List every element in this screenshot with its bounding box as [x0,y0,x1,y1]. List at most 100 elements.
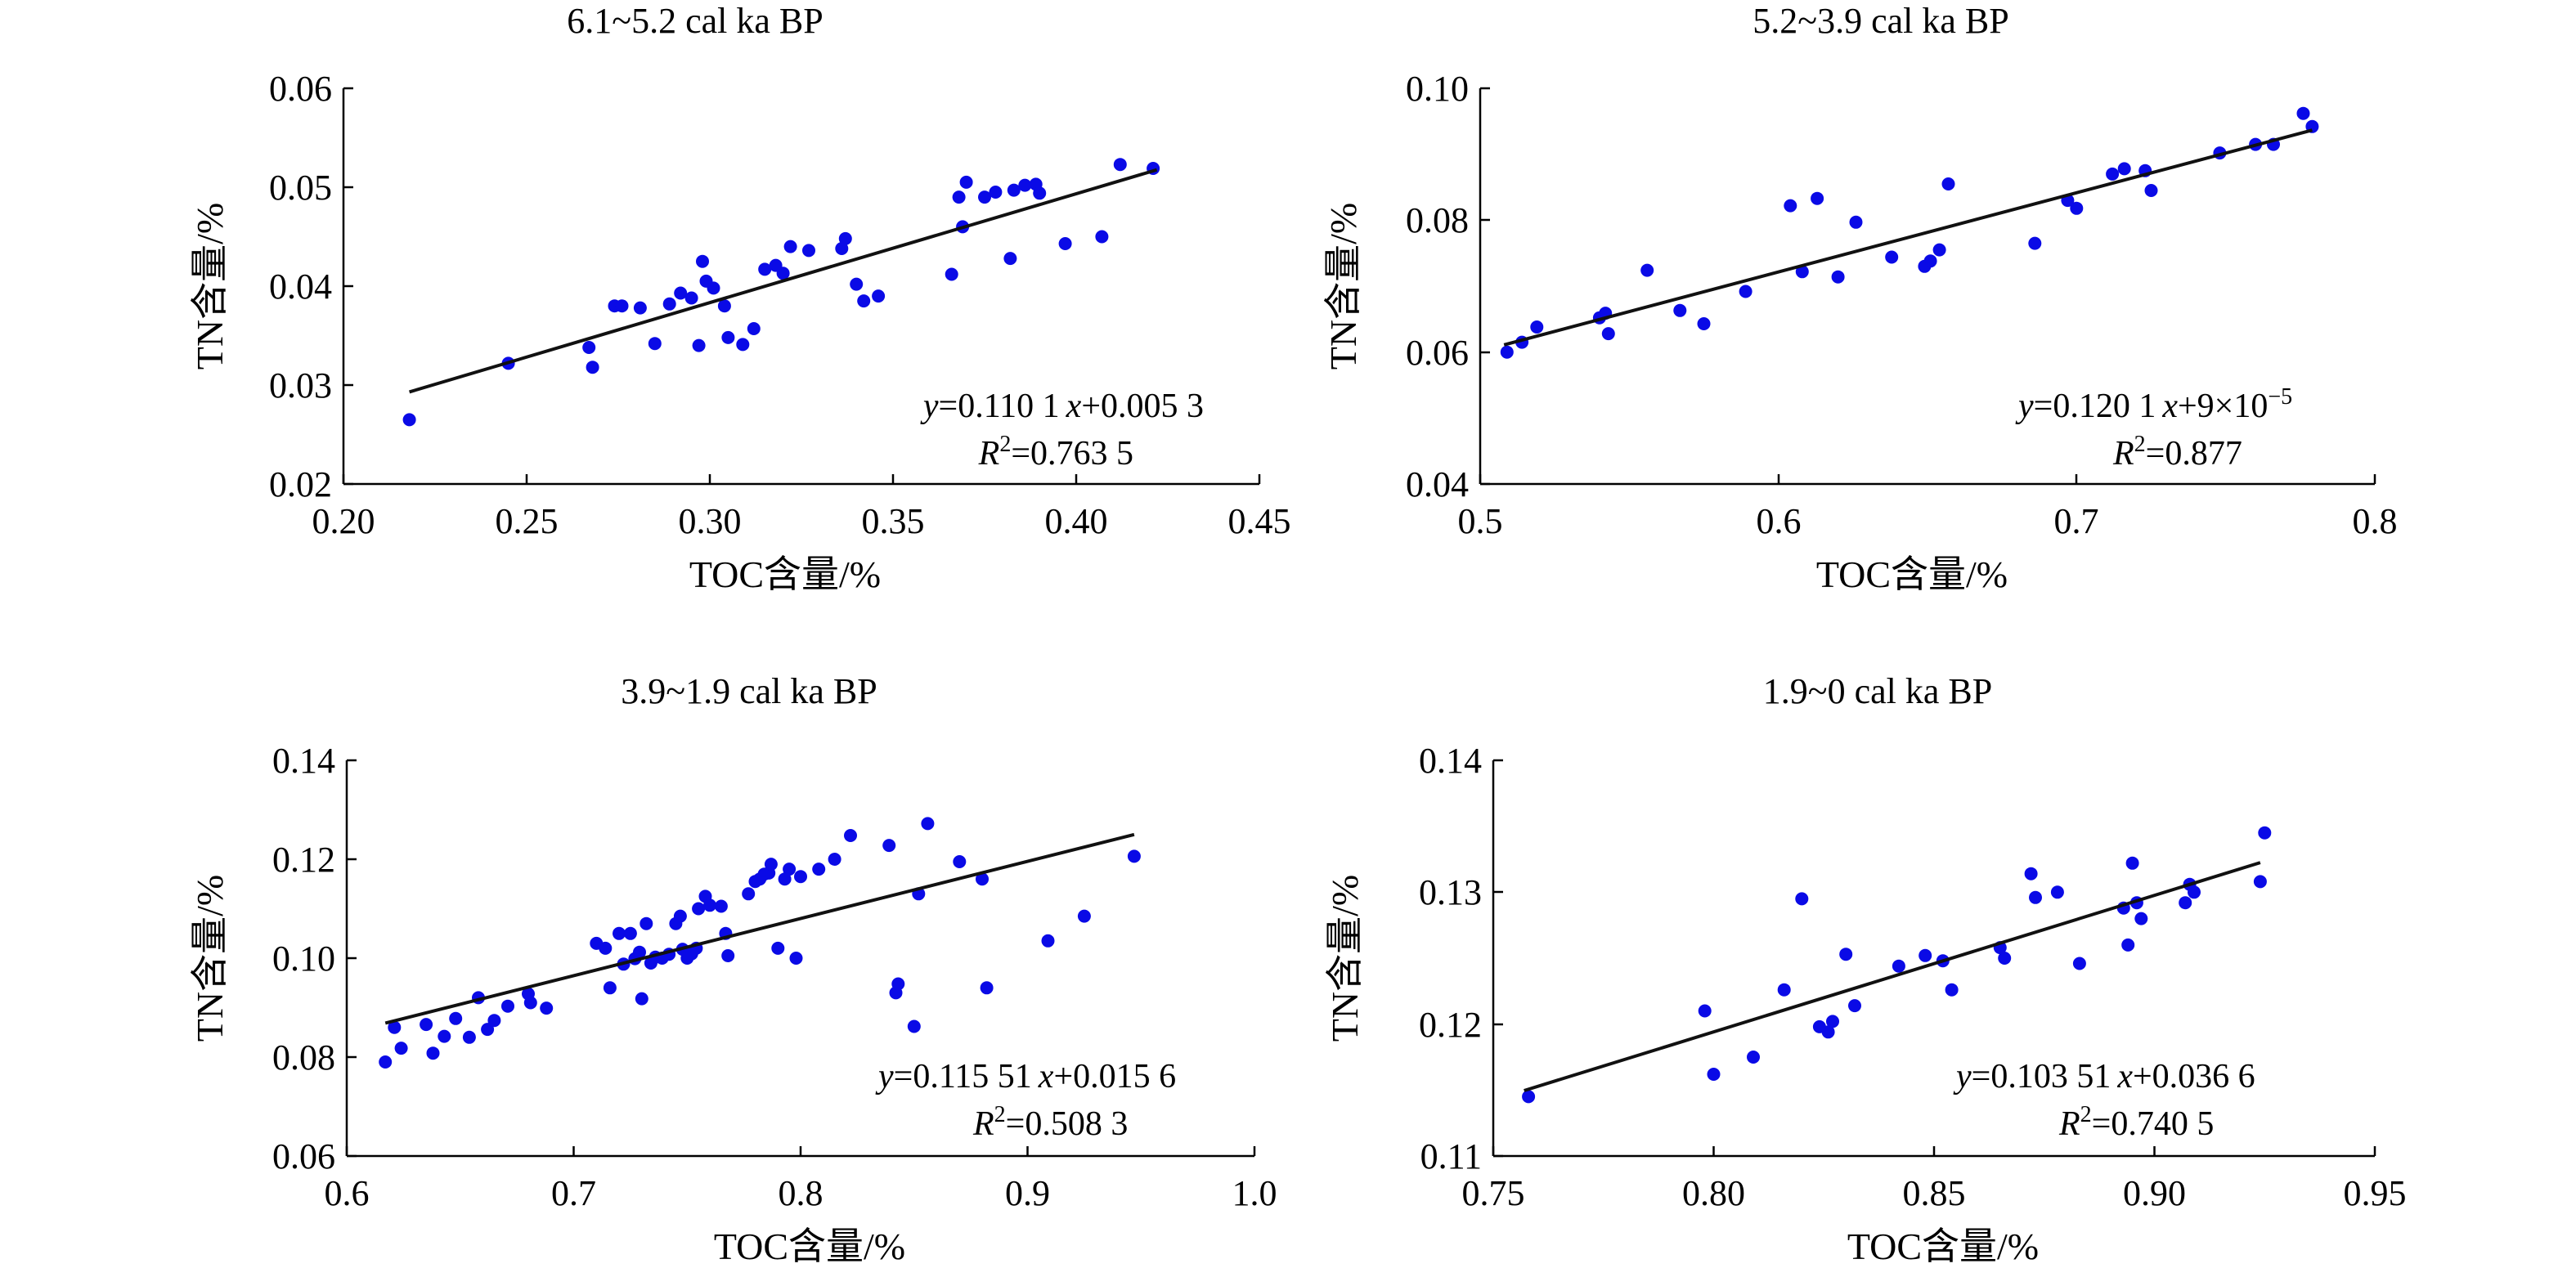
data-point [1601,327,1615,341]
data-point [462,1030,476,1044]
x-tick-label: 0.45 [1228,501,1291,541]
x-axis-label: TOC含量/% [1847,1225,2039,1267]
data-point [882,839,896,853]
y-axis-label: TN含量/% [1322,203,1364,370]
data-point [978,190,991,204]
data-point [2134,912,2148,925]
data-point [1095,230,1109,244]
panel-title: 5.2~3.9 cal ka BP [1752,1,2008,41]
data-point [2121,938,2135,952]
data-point [1892,959,1905,973]
y-tick-label: 0.02 [269,464,332,504]
data-point [907,1019,921,1033]
y-tick-label: 0.04 [269,267,332,307]
plot-area [402,158,1160,427]
data-point [1033,186,1047,200]
data-point [2072,957,2086,970]
data-point [828,853,841,866]
r-squared: R2=0.877 [2112,432,2242,473]
data-point [891,977,905,991]
data-point [2125,856,2139,870]
data-point [1673,303,1687,317]
data-point [2188,885,2201,899]
regression-equation: y=0.110 1 x+0.005 3 [920,388,1204,425]
data-point [2050,885,2064,899]
y-tick-label: 0.03 [269,365,332,406]
panel-top-left: 6.1~5.2 cal ka BP 0.06 0.05 0.04 0.03 0.… [189,1,1291,595]
data-point [673,909,687,923]
data-point [764,858,778,871]
data-point [1941,177,1955,190]
data-point [1698,1004,1712,1018]
data-point [635,992,648,1006]
data-point [402,413,416,427]
data-point [717,299,731,313]
y-tick-label: 0.06 [1406,333,1469,373]
data-point [721,330,735,344]
data-point [953,855,967,868]
plot-area [379,817,1141,1069]
y-axis-label: TN含量/% [189,875,231,1042]
data-point [707,281,720,295]
data-point [1795,892,1809,906]
y-tick-label: 0.12 [272,840,335,880]
plot-area [1500,106,2319,359]
x-tick-label: 1.0 [1232,1173,1277,1213]
regression-equation: y=0.115 51 x+0.015 6 [875,1058,1176,1096]
data-point [1530,320,1544,334]
data-point [980,981,994,995]
data-point [1849,215,1863,229]
data-point [844,829,857,842]
x-tick-label: 0.8 [2353,501,2398,541]
x-axis-label: TOC含量/% [714,1225,905,1267]
data-point [633,301,647,315]
y-tick-label: 0.14 [1419,741,1482,781]
data-point [1923,254,1937,268]
data-point [989,186,1003,199]
x-axis-label: TOC含量/% [689,553,881,595]
data-point [1707,1068,1721,1081]
data-point [1784,199,1797,213]
r-squared: R2=0.740 5 [2058,1102,2214,1143]
data-point [1811,191,1824,205]
data-point [742,887,756,901]
y-axis: 0.10 0.08 0.06 0.04 [1406,69,1490,504]
data-point [703,898,716,912]
data-point [802,244,815,258]
regression-equation: y=0.120 1 x+9×10−5 [2015,384,2292,425]
panel-title: 3.9~1.9 cal ka BP [621,671,877,711]
data-point [872,289,886,303]
data-point [420,1018,433,1032]
data-point [783,240,797,253]
y-axis: 0.06 0.05 0.04 0.03 0.02 [269,69,353,504]
x-tick-label: 0.20 [312,501,375,541]
data-point [623,926,637,940]
data-point [1747,1051,1760,1064]
data-point [2028,236,2042,250]
data-point [1848,999,1861,1013]
data-point [662,297,676,311]
panel-bottom-right: 1.9~0 cal ka BP 0.14 0.13 0.12 0.11 0.75… [1324,671,2407,1267]
data-point [1018,178,1032,192]
data-point [1077,909,1091,923]
data-point [1777,983,1791,997]
data-point [1919,948,1932,962]
panel-title: 1.9~0 cal ka BP [1763,671,1992,711]
data-point [1113,158,1127,172]
data-point [771,941,785,955]
regression-line [409,168,1158,394]
data-point [747,322,761,335]
x-axis: 0.20 0.25 0.30 0.35 0.40 0.45 [312,474,1291,541]
data-point [487,1014,501,1028]
y-tick-label: 0.12 [1419,1005,1482,1045]
y-axis: 0.14 0.12 0.10 0.08 0.06 [272,741,357,1176]
data-point [640,916,653,930]
data-point [1041,934,1055,948]
x-tick-label: 0.6 [325,1173,370,1213]
x-axis: 0.75 0.80 0.85 0.90 0.95 [1462,1146,2407,1213]
data-point [1839,948,1853,961]
x-axis: 0.5 0.6 0.7 0.8 [1458,474,2398,541]
data-point [599,941,613,955]
data-point [1697,317,1711,330]
